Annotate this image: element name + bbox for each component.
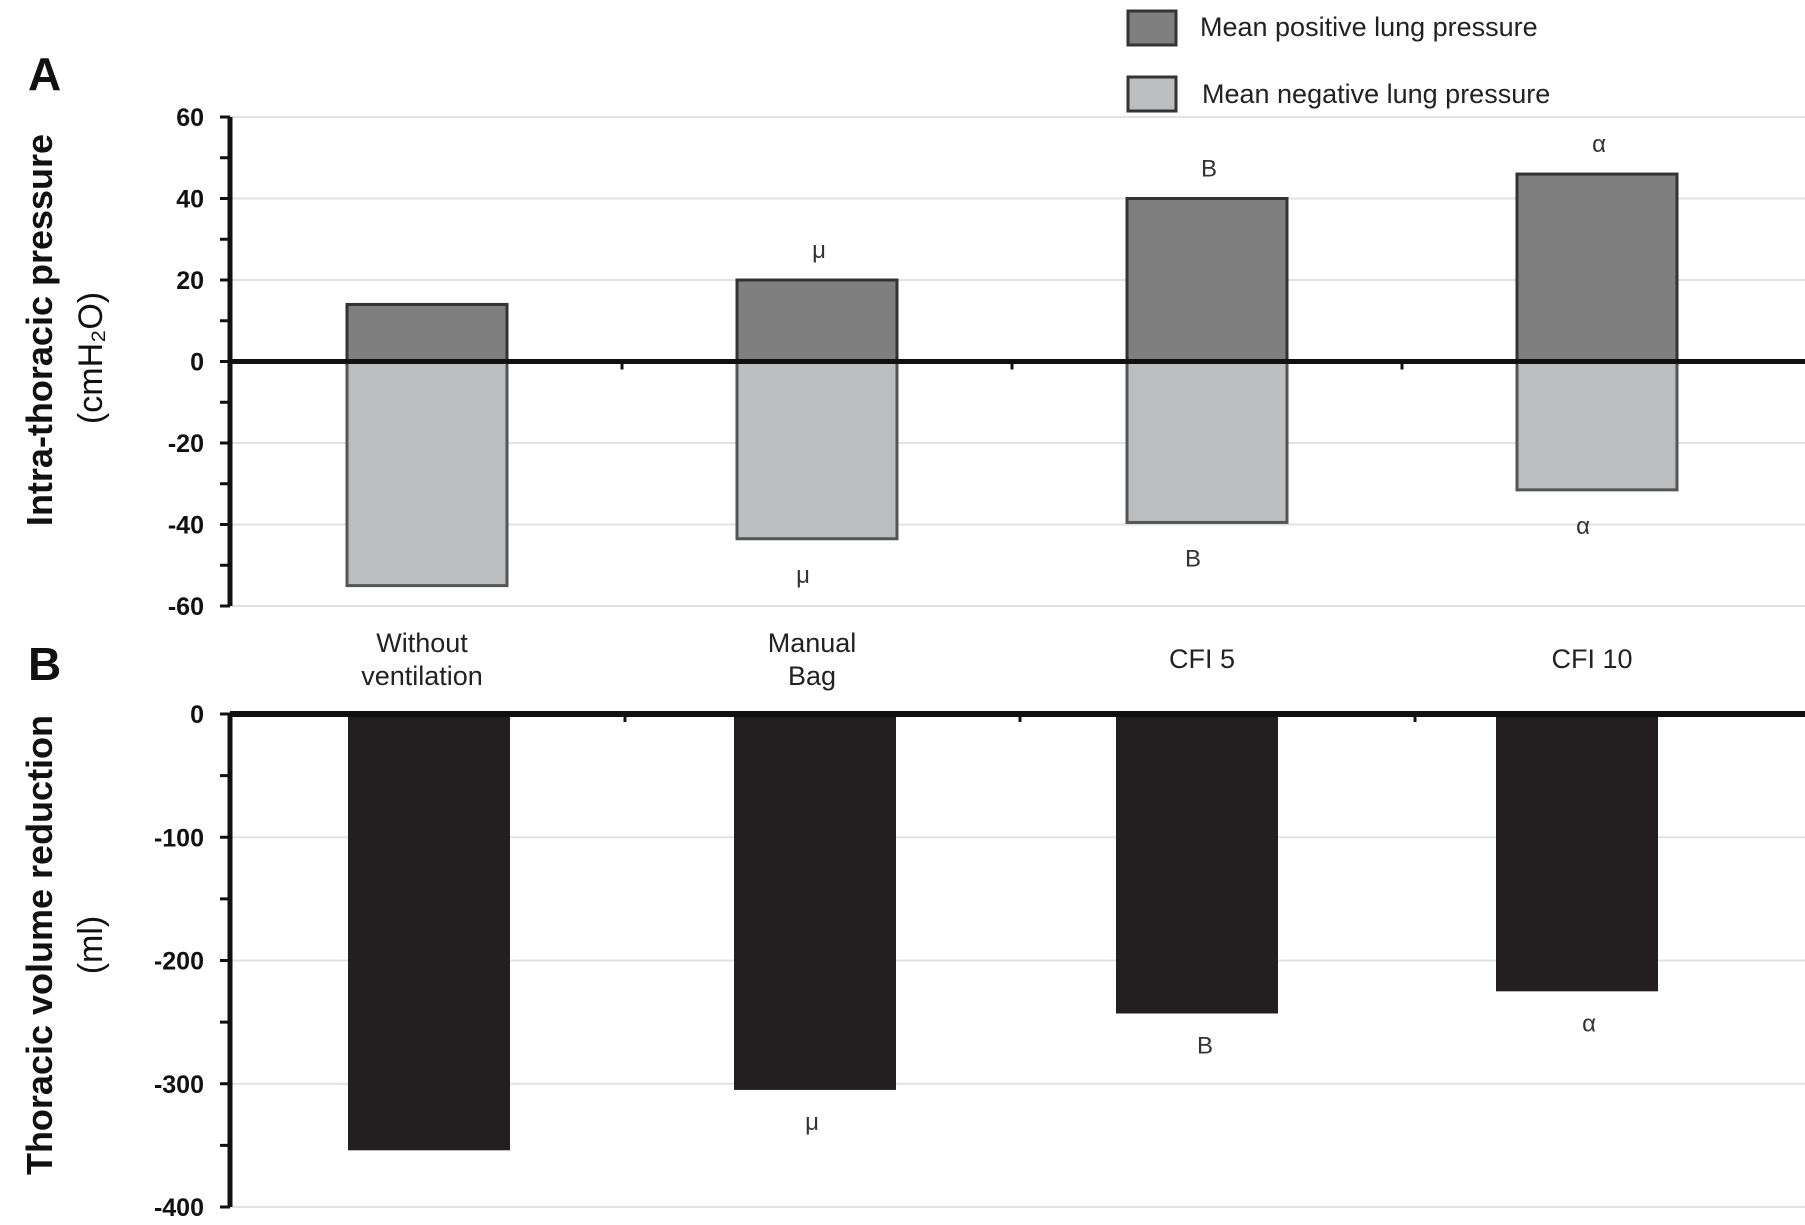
panel-b-label: B: [28, 638, 61, 690]
significance-marker: α: [1582, 1010, 1596, 1037]
significance-marker: μ: [796, 562, 810, 589]
category-label: Without ventilation: [361, 628, 483, 691]
significance-marker: μ: [805, 1109, 819, 1136]
panel-a-y-axis-unit: (cmH₂O): [72, 292, 110, 424]
bar-positive-pressure: [1125, 197, 1289, 363]
panel-a-y-tick-label: 20: [176, 267, 204, 295]
significance-marker: B: [1201, 156, 1217, 183]
bar-volume-reduction: [734, 714, 896, 1090]
bar-negative-pressure: [735, 360, 899, 541]
panel-b-y-tick-label: -100: [154, 824, 204, 852]
legend-swatch-negative: [1126, 75, 1178, 113]
category-label: CFI 5: [1169, 644, 1235, 674]
bar-positive-pressure: [1515, 172, 1679, 363]
significance-marker: B: [1197, 1032, 1213, 1059]
bar-positive-pressure: [345, 302, 509, 364]
panel-b-y-axis-label: Thoracic volume reduction: [19, 715, 60, 1175]
significance-marker: α: [1592, 131, 1606, 158]
bar-volume-reduction: [1116, 714, 1278, 1014]
panel-b-y-axis-unit: (ml): [72, 916, 110, 975]
bar-negative-pressure: [345, 360, 509, 588]
bar-volume-reduction: [348, 714, 510, 1151]
panel-a-y-tick-label: 40: [176, 186, 204, 214]
panel-b-y-tick-label: -300: [154, 1071, 204, 1099]
panel-a-y-tick-label: 0: [190, 349, 204, 377]
panel-a-y-tick-label: -40: [168, 512, 204, 540]
category-label: Manual Bag: [768, 628, 857, 691]
category-label: CFI 10: [1551, 644, 1632, 674]
bar-negative-pressure: [1515, 360, 1679, 492]
significance-marker: μ: [812, 237, 826, 264]
bar-volume-reduction: [1496, 714, 1658, 992]
legend: Mean positive lung pressure Mean negativ…: [1126, 9, 1550, 113]
panel-a-y-tick-label: -20: [168, 430, 204, 458]
panel-b-y-tick-label: -200: [154, 948, 204, 976]
panel-a-y-axis-label: Intra-thoracic pressure: [19, 134, 60, 526]
panel-b-y-tick-label: 0: [190, 701, 204, 729]
bar-negative-pressure: [1125, 360, 1289, 524]
legend-label-negative: Mean negative lung pressure: [1202, 79, 1550, 109]
legend-swatch-positive: [1126, 9, 1178, 47]
panel-a-y-axis: 60 40 20 0 -20 -40 -60: [168, 104, 1805, 621]
panel-b-y-tick-label: -400: [154, 1194, 204, 1222]
panel-a: A 60 40 20 0 -20 -40 -60 μ μ B Bα α Intra-thoracic…: [19, 9, 1805, 621]
bar-positive-pressure: [735, 278, 899, 363]
panel-a-y-tick-label: 60: [176, 104, 204, 132]
panel-b-y-axis: 0 -100 -200 -300 -400: [154, 701, 1805, 1222]
panel-a-annotations: μ μ B Bα α: [796, 131, 1606, 589]
significance-marker: α: [1576, 513, 1590, 540]
category-labels: Without ventilation Manual Bag CFI 5 CFI 10: [361, 628, 1632, 691]
panel-a-label: A: [28, 48, 61, 100]
panel-b-annotations: μ Bα: [805, 1010, 1596, 1136]
panel-b: B 0 -100 -200 -300 -400 μ Bα Thoracic volume …: [19, 638, 1805, 1222]
panel-b-bars: [348, 714, 1658, 1151]
significance-marker: B: [1185, 545, 1201, 572]
panel-a-y-tick-label: -60: [168, 593, 204, 621]
legend-label-positive: Mean positive lung pressure: [1200, 12, 1538, 42]
